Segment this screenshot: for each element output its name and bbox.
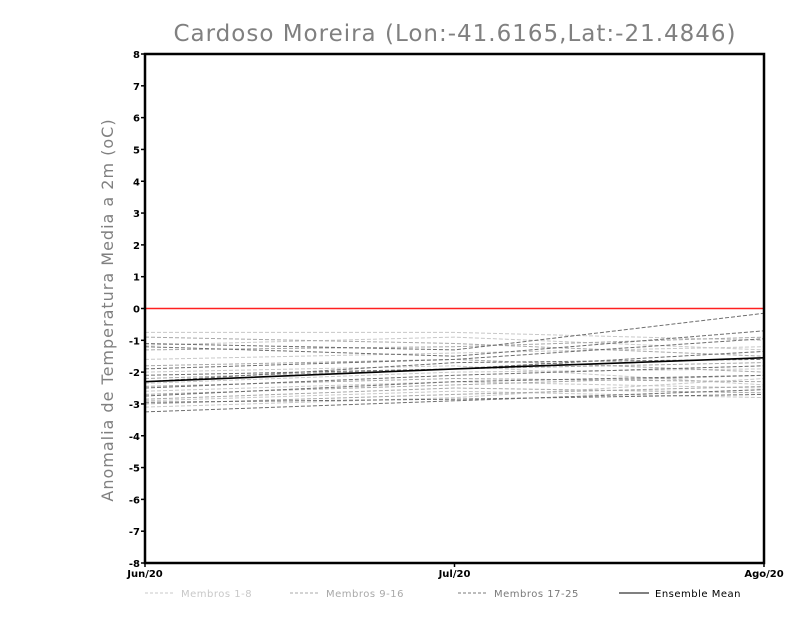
series-line-group1-member-1 bbox=[145, 331, 765, 341]
plot-lines bbox=[144, 307, 765, 413]
series-line-group1-member-7 bbox=[144, 390, 765, 402]
series-line-group3-member-6 bbox=[144, 365, 765, 389]
series-line-group1-member-5 bbox=[144, 368, 765, 384]
series-line-group2-member-2 bbox=[144, 336, 765, 351]
series-line-group3-member-1 bbox=[144, 312, 765, 351]
y-tick-label: -8 bbox=[129, 559, 140, 570]
y-tick-label: -5 bbox=[129, 464, 140, 475]
y-tick-label: 1 bbox=[133, 273, 140, 284]
y-tick-label: 6 bbox=[133, 114, 140, 125]
legend-label: Membros 1-8 bbox=[181, 589, 252, 600]
series-line-group3-member-3 bbox=[144, 338, 765, 370]
series-line-group2-member-7 bbox=[144, 387, 765, 400]
series-line-group3-member-9 bbox=[144, 389, 765, 413]
y-tick-label: 0 bbox=[133, 305, 140, 316]
x-tick-label: Jul/20 bbox=[438, 569, 471, 580]
y-tick-label: 8 bbox=[133, 50, 140, 61]
x-tick-label: Jun/20 bbox=[126, 569, 163, 580]
y-tick-label: -4 bbox=[129, 432, 140, 443]
series-line-group1-member-8 bbox=[144, 378, 765, 408]
y-tick-label: -2 bbox=[129, 368, 140, 379]
y-tick-label: -6 bbox=[129, 495, 140, 506]
series-line-group3-member-5 bbox=[144, 358, 765, 383]
legend-label: Membros 17-25 bbox=[494, 589, 579, 600]
series-line-group1-member-3 bbox=[144, 346, 765, 360]
series-line-group3-member-2 bbox=[144, 330, 765, 357]
y-tick-label: -3 bbox=[129, 400, 140, 411]
series-line-group3-member-7 bbox=[144, 374, 765, 397]
y-tick-label: 7 bbox=[133, 82, 140, 93]
legend-label: Membros 9-16 bbox=[326, 589, 404, 600]
y-tick-label: 2 bbox=[133, 241, 140, 252]
legend-label: Ensemble Mean bbox=[655, 589, 741, 600]
legend: Membros 1-8 Membros 9-16 Membros 17-25 Ense… bbox=[145, 589, 741, 600]
series-line-group1-member-6 bbox=[144, 381, 765, 392]
y-tick-label: 4 bbox=[133, 177, 140, 188]
y-tick-label: 5 bbox=[133, 145, 140, 156]
ensemble-mean-line bbox=[144, 357, 765, 383]
series-line-group2-member-1 bbox=[144, 336, 765, 357]
y-tick-label: -7 bbox=[129, 527, 140, 538]
y-axis-label: Anomalia de Temperatura Media a 2m (oC) bbox=[98, 118, 117, 501]
series-line-group2-member-8 bbox=[144, 385, 765, 405]
y-tick-label: 3 bbox=[133, 209, 140, 220]
y-tick-label: -1 bbox=[129, 336, 140, 347]
x-tick-label: Ago/20 bbox=[744, 569, 783, 580]
series-line-group3-member-8 bbox=[144, 393, 765, 403]
chart-title: Cardoso Moreira (Lon:-41.6165,Lat:-21.48… bbox=[173, 21, 736, 47]
